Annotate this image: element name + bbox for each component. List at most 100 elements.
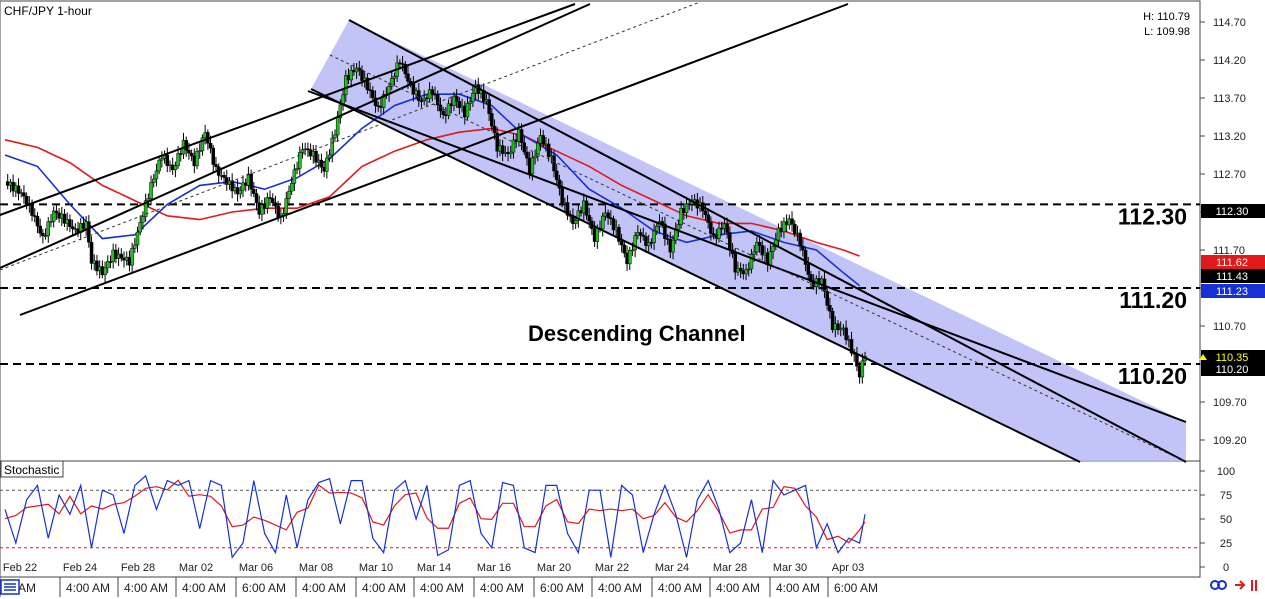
candle-body bbox=[208, 143, 213, 149]
candle-body bbox=[222, 175, 226, 178]
candle-body bbox=[406, 73, 410, 82]
candle-body bbox=[717, 227, 721, 239]
price-badge-label: 110.35 bbox=[1216, 352, 1249, 364]
candle-body bbox=[87, 221, 91, 243]
candle-body bbox=[189, 152, 194, 157]
stochastic-y-tick-label: 0 bbox=[1223, 562, 1229, 574]
candle-body bbox=[143, 200, 148, 217]
candle-body bbox=[801, 245, 805, 251]
y-tick-label: 113.20 bbox=[1213, 131, 1246, 143]
y-tick-label: 113.70 bbox=[1213, 93, 1246, 105]
trendline-4 bbox=[310, 88, 1081, 463]
candle-body bbox=[609, 217, 613, 220]
candle-body bbox=[38, 225, 42, 234]
y-tick-label: 114.20 bbox=[1213, 55, 1246, 67]
candle-body bbox=[95, 260, 99, 272]
candle-body bbox=[400, 63, 405, 65]
arrow-right-icon[interactable] bbox=[1235, 580, 1246, 590]
candle-body bbox=[671, 239, 675, 253]
stochastic-y-tick-label: 75 bbox=[1220, 490, 1232, 502]
candle-body bbox=[836, 323, 840, 330]
x-date-label: Mar 06 bbox=[239, 562, 273, 574]
x-date-label: Mar 16 bbox=[477, 562, 511, 574]
candle-body bbox=[828, 305, 832, 312]
menu-icon[interactable] bbox=[0, 579, 20, 595]
price-badge bbox=[1201, 362, 1265, 376]
candle-body bbox=[187, 149, 191, 154]
candle-body bbox=[41, 232, 45, 237]
candle-body bbox=[295, 168, 299, 171]
candle-body bbox=[327, 154, 332, 159]
price-badge bbox=[1201, 284, 1265, 298]
link-icon[interactable] bbox=[1210, 580, 1227, 590]
candle-body bbox=[119, 253, 124, 259]
candle-body bbox=[633, 235, 637, 251]
candle-body bbox=[381, 94, 386, 108]
candle-body bbox=[495, 132, 499, 152]
midline-descending bbox=[329, 54, 1187, 463]
candle-body bbox=[89, 241, 94, 264]
x-time-label: AM bbox=[18, 581, 36, 595]
x-date-label: Mar 20 bbox=[537, 562, 571, 574]
candle-body bbox=[287, 190, 291, 199]
price-badge bbox=[1201, 204, 1265, 218]
candle-body bbox=[606, 212, 610, 219]
y-tick-label: 111.70 bbox=[1213, 245, 1245, 257]
candle-body bbox=[106, 261, 110, 269]
candle-body bbox=[154, 170, 159, 180]
candle-body bbox=[22, 192, 26, 197]
candle-body bbox=[809, 274, 813, 282]
candle-body bbox=[430, 89, 435, 95]
candle-body bbox=[684, 203, 689, 213]
y-tick-label: 114.70 bbox=[1213, 17, 1246, 29]
x-date-label: Mar 02 bbox=[179, 562, 213, 574]
candle-body bbox=[471, 92, 475, 103]
price-badge-label: 111.43 bbox=[1216, 271, 1248, 283]
candle-body bbox=[152, 178, 156, 183]
price-badge bbox=[1201, 269, 1265, 283]
candle-body bbox=[622, 244, 627, 254]
candle-body bbox=[511, 139, 516, 153]
candle-body bbox=[530, 157, 535, 175]
x-time-label: 4:00 AM bbox=[776, 581, 820, 595]
candle-body bbox=[619, 241, 624, 246]
candle-body bbox=[552, 155, 556, 172]
candle-body bbox=[314, 150, 318, 163]
candle-body bbox=[249, 173, 253, 190]
candle-body bbox=[30, 203, 34, 216]
current-price-marker-icon bbox=[1199, 354, 1207, 360]
candle-body bbox=[798, 232, 802, 247]
candle-body bbox=[487, 99, 491, 114]
candle-body bbox=[844, 327, 848, 340]
candle-body bbox=[617, 227, 621, 242]
candle-body bbox=[825, 291, 829, 306]
candle-body bbox=[16, 185, 21, 194]
candle-body bbox=[344, 75, 348, 96]
candle-body bbox=[752, 251, 756, 255]
x-date-label: Mar 24 bbox=[655, 562, 689, 574]
candle-body bbox=[176, 153, 180, 166]
stochastic-y-tick-label: 50 bbox=[1220, 514, 1232, 526]
candle-body bbox=[441, 110, 445, 115]
midline-ascending bbox=[0, 1, 701, 271]
candle-body bbox=[325, 157, 329, 172]
candle-body bbox=[43, 235, 48, 237]
candle-body bbox=[330, 137, 334, 156]
candle-body bbox=[368, 89, 372, 92]
candle-body bbox=[138, 222, 142, 233]
pipe-icon[interactable] bbox=[1251, 580, 1257, 591]
candle-body bbox=[557, 179, 562, 189]
ma-fast-line bbox=[4, 93, 861, 287]
level-label-0: 112.30 bbox=[1118, 203, 1187, 229]
candle-body bbox=[284, 198, 289, 214]
stochastic-title: Stochastic bbox=[4, 463, 59, 477]
candle-body bbox=[522, 142, 527, 153]
candle-body bbox=[838, 328, 843, 331]
candle-body bbox=[855, 354, 859, 367]
chart-title: CHF/JPY 1-hour bbox=[4, 4, 92, 18]
candle-body bbox=[492, 125, 497, 134]
candle-body bbox=[546, 143, 551, 158]
stochastic-y-tick-label: 25 bbox=[1220, 538, 1232, 550]
candle-body bbox=[525, 151, 529, 159]
candle-body bbox=[133, 244, 137, 249]
